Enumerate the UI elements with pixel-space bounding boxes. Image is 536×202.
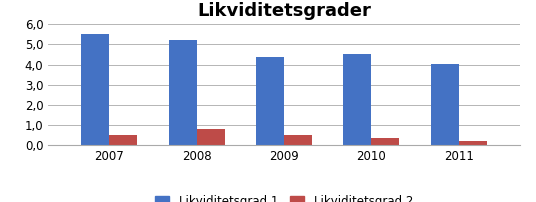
Bar	[431, 64, 459, 145]
Title: Likviditetsgrader: Likviditetsgrader	[197, 2, 371, 20]
Bar	[459, 141, 487, 145]
Bar	[197, 129, 225, 145]
Legend: Likviditetsgrad 1, Likviditetsgrad 2: Likviditetsgrad 1, Likviditetsgrad 2	[151, 190, 418, 202]
Bar	[371, 138, 399, 145]
Bar	[109, 135, 137, 145]
Bar	[169, 40, 197, 145]
Bar	[344, 54, 371, 145]
Bar	[256, 57, 284, 145]
Bar	[81, 34, 109, 145]
Bar	[284, 135, 312, 145]
